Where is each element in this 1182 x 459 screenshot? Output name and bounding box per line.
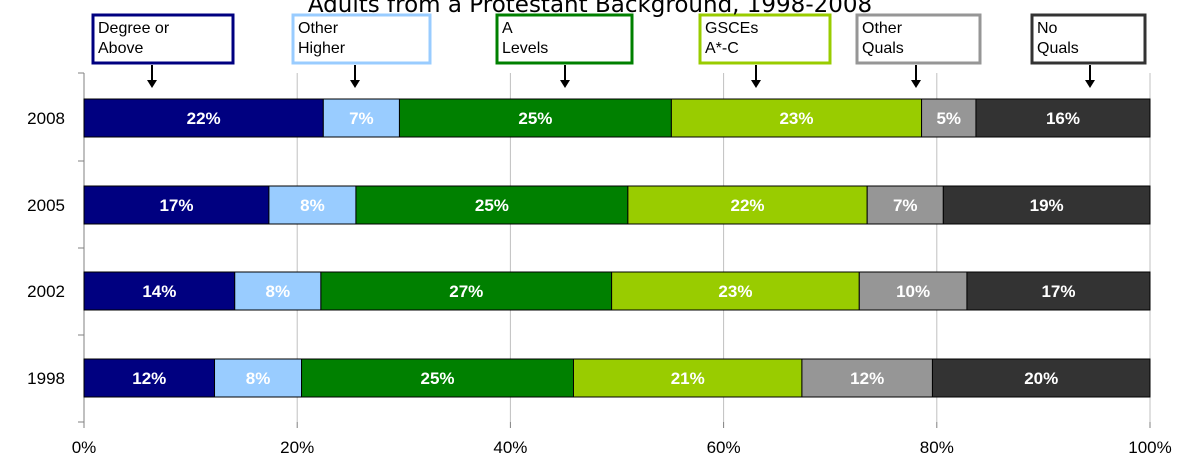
category-label-1998: 1998: [27, 369, 65, 388]
bars: 22% 7% 25% 23% 5% 16% 17% 8% 25% 22% 7% 19% 14% 8% 27%…: [83, 98, 1151, 398]
legend-arrowhead-5: [1085, 80, 1095, 88]
bar-2008-series-1: [322, 98, 400, 138]
bar-label-2008-series-2: 25%: [518, 109, 552, 128]
bar-label-2005-series-1: 8%: [300, 196, 325, 215]
legend-arrowhead-4: [911, 80, 921, 88]
bar-label-2005-series-2: 25%: [475, 196, 509, 215]
x-tick-label-1: 20%: [280, 438, 314, 457]
bar-1998-series-2: [301, 358, 574, 398]
bar-2005-series-2: [355, 185, 629, 225]
bar-label-2002-series-1: 8%: [266, 282, 291, 301]
x-tick-label-4: 80%: [920, 438, 954, 457]
bar-label-2008-series-1: 7%: [349, 109, 374, 128]
bar-label-1998-series-4: 12%: [850, 369, 884, 388]
x-tick-label-0: 0%: [72, 438, 97, 457]
bar-1998-series-3: [572, 358, 803, 398]
chart-title: Adults from a Protestant Background, 199…: [308, 0, 872, 18]
bar-2005-series-5: [942, 185, 1151, 225]
bar-label-2008-series-3: 23%: [779, 109, 813, 128]
legend-box-0: [91, 13, 235, 65]
legend-box-3: [698, 13, 832, 65]
bar-label-1998-series-0: 12%: [132, 369, 166, 388]
bar-label-2002-series-2: 27%: [449, 282, 483, 301]
legend-arrowhead-1: [350, 80, 360, 88]
bar-label-2002-series-3: 23%: [718, 282, 752, 301]
bar-label-2008-series-4: 5%: [936, 109, 961, 128]
legend-box-2: [495, 13, 634, 65]
category-label-2002: 2002: [27, 282, 65, 301]
bar-label-2008-series-0: 22%: [187, 109, 221, 128]
legend-box-5: [1030, 13, 1147, 65]
legend-arrowhead-0: [147, 80, 157, 88]
legend-label-5: No Quals: [1037, 20, 1079, 57]
x-tick-label-3: 60%: [707, 438, 741, 457]
bar-label-2005-series-4: 7%: [893, 196, 918, 215]
bar-1998-series-0: [83, 358, 216, 398]
category-label-2005: 2005: [27, 196, 65, 215]
bar-label-2008-series-5: 16%: [1046, 109, 1080, 128]
bar-label-1998-series-2: 25%: [421, 369, 455, 388]
bar-label-2002-series-5: 17%: [1041, 282, 1075, 301]
legend-box-4: [855, 13, 982, 65]
legend-label-2: A Levels: [502, 20, 548, 57]
bar-label-2002-series-0: 14%: [142, 282, 176, 301]
bar-label-2002-series-4: 10%: [896, 282, 930, 301]
bar-2005-series-4: [866, 185, 944, 225]
bar-2002-series-4: [858, 271, 968, 311]
bar-2008-series-3: [670, 98, 923, 138]
bar-2005-series-1: [268, 185, 357, 225]
bar-2002-series-5: [966, 271, 1151, 311]
bar-label-1998-series-1: 8%: [246, 369, 271, 388]
bar-label-1998-series-3: 21%: [671, 369, 705, 388]
legend-arrowhead-3: [751, 80, 761, 88]
bar-label-2005-series-3: 22%: [731, 196, 765, 215]
legend: Degree or Above Other Higher A Levels GSCEs A*-…: [91, 13, 1147, 88]
legend-label-3: GSCEs A*-C: [705, 20, 758, 57]
bar-2002-series-3: [611, 271, 860, 311]
bar-2008-series-0: [83, 98, 324, 138]
x-tick-label-5: 100%: [1128, 438, 1171, 457]
category-label-2008: 2008: [27, 109, 65, 128]
bar-label-1998-series-5: 20%: [1024, 369, 1058, 388]
legend-arrowhead-2: [560, 80, 570, 88]
bar-2002-series-2: [320, 271, 613, 311]
legend-label-4: Other Quals: [862, 20, 904, 57]
x-tick-label-2: 40%: [493, 438, 527, 457]
bar-2002-series-0: [83, 271, 236, 311]
bar-2008-series-4: [921, 98, 977, 138]
bar-2005-series-3: [627, 185, 868, 225]
legend-box-1: [291, 13, 432, 65]
bar-2005-series-0: [83, 185, 270, 225]
legend-label-0: Degree or Above: [98, 20, 170, 57]
legend-label-1: Other Higher: [298, 20, 346, 57]
bar-2008-series-5: [975, 98, 1151, 138]
bar-1998-series-5: [931, 358, 1151, 398]
bar-label-2005-series-5: 19%: [1030, 196, 1064, 215]
bar-label-2005-series-0: 17%: [159, 196, 193, 215]
